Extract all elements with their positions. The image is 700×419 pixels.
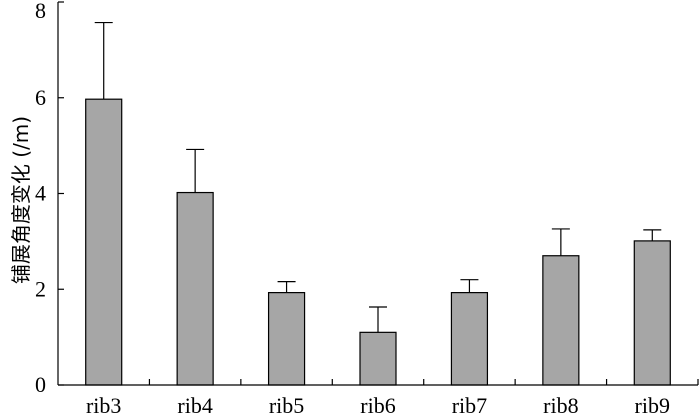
bar-rib9 [633,240,671,386]
bars-layer [85,98,671,386]
y-tick-label: 6 [35,85,46,110]
y-tick-label: 4 [35,181,46,206]
bar-rib3 [85,98,123,386]
bar-rib8 [542,255,580,386]
x-tick-label-rib5: rib5 [269,393,304,418]
x-tick-label-rib4: rib4 [177,393,212,418]
bar-rib4 [176,191,214,386]
x-tick-label-rib6: rib6 [360,393,395,418]
bar-rib7 [450,292,489,386]
y-tick-label: 2 [35,276,46,301]
y-axis-title: 铺展角度变化 (/m) [9,116,33,284]
x-tick-label-rib7: rib7 [452,393,487,418]
y-tick-labels: 0 2 4 6 8 [35,0,46,397]
y-tick-label: 0 [35,372,46,397]
ticks-layer [58,1,699,386]
y-tick-label: 8 [35,0,46,23]
x-tick-label-rib9: rib9 [635,393,670,418]
bar-rib6 [359,331,397,386]
error-bars-layer [94,21,662,333]
x-tick-labels: rib3 rib4 rib5 rib6 rib7 rib8 rib9 [86,393,670,418]
x-tick-label-rib3: rib3 [86,393,121,418]
x-tick-label-rib8: rib8 [543,393,578,418]
bar-rib5 [267,292,306,386]
